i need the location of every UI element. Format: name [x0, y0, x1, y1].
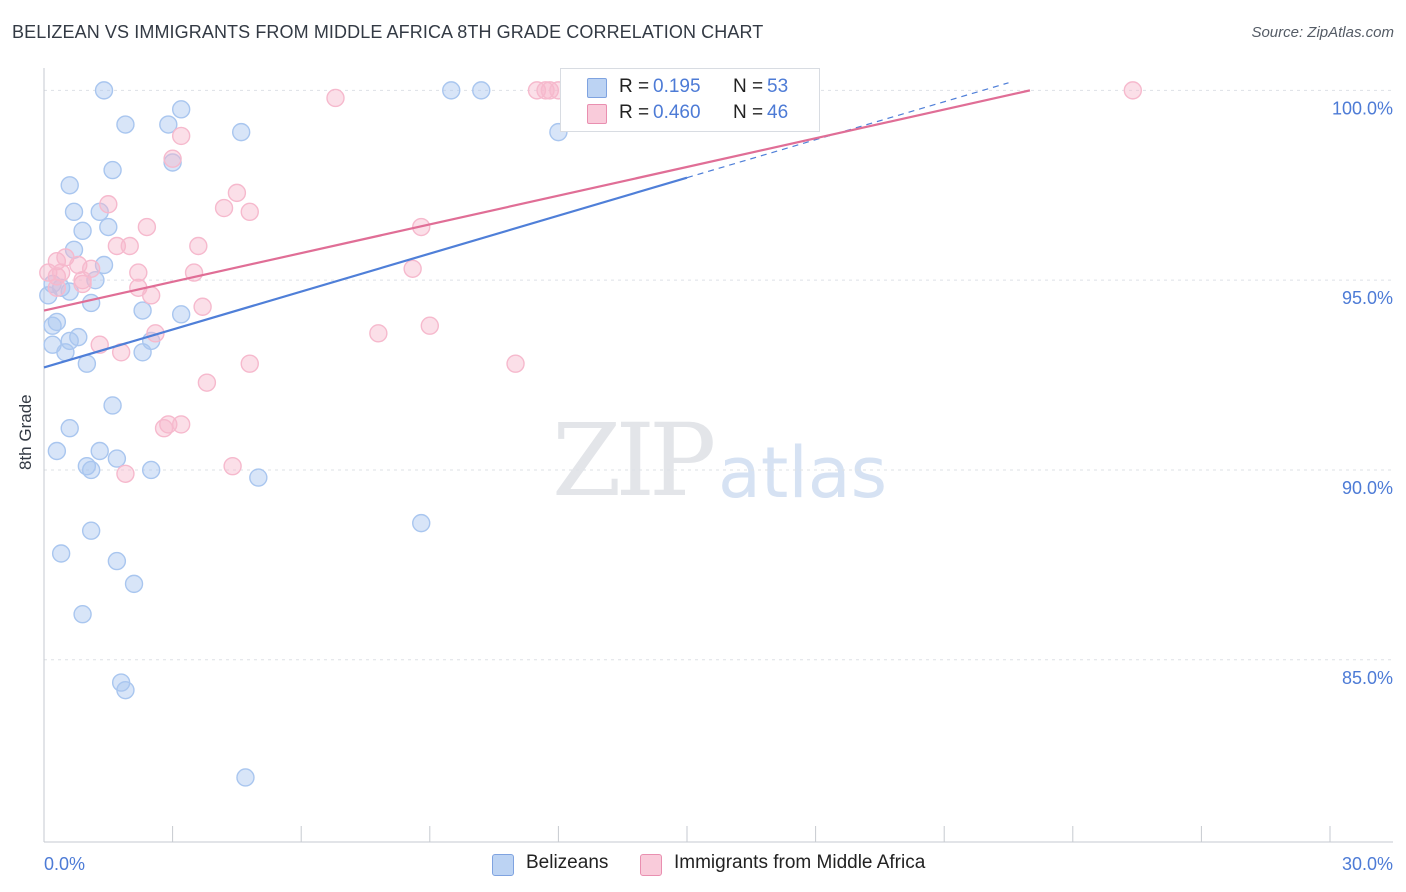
- stats-legend: R = 0.195 N = 53 R = 0.460 N = 46: [560, 68, 820, 132]
- source-credit: Source: ZipAtlas.com: [1251, 24, 1394, 41]
- immigrant-point: [163, 149, 182, 168]
- immigrant-point: [189, 236, 208, 256]
- y-tick-label: 95.0%: [1342, 288, 1393, 308]
- x-tick-label: 0.0%: [44, 854, 85, 874]
- watermark-atlas: atlas: [718, 432, 888, 514]
- belizean-point: [77, 354, 97, 373]
- legend-n-label: N =: [733, 76, 764, 97]
- belizean-point: [133, 301, 152, 320]
- belizean-point: [107, 449, 127, 468]
- immigrant-point: [154, 419, 174, 438]
- immigrant-point: [420, 316, 439, 335]
- immigrant-point: [227, 183, 247, 203]
- belizean-point: [116, 680, 135, 700]
- immigrant-point: [141, 286, 161, 305]
- belizean-point: [94, 81, 114, 100]
- immigrant-point: [129, 263, 148, 282]
- series-label: Immigrants from Middle Africa: [674, 852, 926, 873]
- immigrant-point: [47, 278, 67, 297]
- y-tick-label: 100.0%: [1332, 98, 1393, 118]
- belizean-point: [81, 521, 101, 540]
- immigrant-point: [197, 373, 217, 392]
- legend-r-label: R =: [619, 102, 650, 123]
- y-tick-label: 85.0%: [1342, 668, 1393, 688]
- belizean-point: [103, 396, 122, 415]
- belizean-point: [116, 115, 135, 134]
- legend-r-value: 0.460: [653, 102, 701, 123]
- belizean-point: [124, 574, 144, 594]
- immigrant-point: [1123, 81, 1143, 100]
- belizean-point: [236, 768, 255, 787]
- belizean-point: [64, 202, 84, 222]
- series-label: Belizeans: [526, 852, 609, 873]
- y-tick-label: 90.0%: [1342, 478, 1393, 498]
- immigrant-point: [146, 324, 165, 343]
- legend-r-label: R =: [619, 76, 650, 97]
- legend-swatch-blue: [587, 78, 607, 98]
- immigrant-point: [506, 354, 525, 373]
- belizean-point: [442, 81, 461, 100]
- belizean-point: [81, 460, 101, 480]
- belizean-point: [73, 221, 92, 241]
- belizean-point: [81, 293, 101, 313]
- immigrant-point: [107, 236, 127, 256]
- belizean-point: [99, 217, 118, 237]
- belizean-point: [107, 551, 127, 571]
- series-swatch-pink: [640, 854, 662, 876]
- immigrant-point: [536, 81, 555, 100]
- belizean-point: [60, 176, 79, 195]
- chart-title: BELIZEAN VS IMMIGRANTS FROM MIDDLE AFRIC…: [12, 22, 764, 42]
- legend-r-value: 0.195: [653, 76, 701, 97]
- belizean-point: [171, 305, 191, 324]
- immigrant-point: [403, 259, 422, 278]
- immigrant-point: [137, 217, 157, 237]
- belizean-point: [90, 441, 109, 461]
- belizean-point: [133, 343, 152, 362]
- immigrant-point: [240, 202, 259, 222]
- belizean-point: [47, 312, 67, 332]
- immigrant-point: [99, 195, 118, 214]
- y-axis-label: 8th Grade: [16, 394, 35, 470]
- immigrant-point: [73, 274, 92, 294]
- legend-row-immigrants: R = 0.460 N = 46: [561, 101, 819, 127]
- immigrant-trend-line: [43, 89, 1031, 312]
- series-swatch-blue: [492, 854, 514, 876]
- belizean-point: [60, 419, 79, 438]
- immigrant-point: [369, 324, 388, 343]
- belizean-point: [60, 331, 79, 351]
- legend-n-value: 53: [767, 76, 789, 97]
- belizean-point: [47, 441, 67, 461]
- belizean-point: [159, 115, 178, 134]
- immigrant-point: [240, 354, 259, 373]
- legend-swatch-pink: [587, 104, 607, 124]
- immigrant-point: [326, 88, 345, 108]
- belizean-point: [231, 122, 251, 142]
- immigrant-point: [51, 263, 71, 282]
- series-legend: Belizeans Immigrants from Middle Africa: [0, 852, 1406, 876]
- immigrant-point: [214, 198, 234, 218]
- belizean-point: [249, 468, 268, 487]
- belizean-point: [103, 160, 122, 180]
- belizean-point: [472, 81, 491, 100]
- immigrant-point: [223, 456, 242, 476]
- belizean-trend-line: [43, 176, 688, 369]
- belizean-point: [412, 513, 431, 533]
- watermark-zip: ZIP: [552, 402, 716, 519]
- belizean-point: [171, 100, 191, 119]
- belizean-point: [141, 460, 161, 480]
- legend-n-label: N =: [733, 102, 764, 123]
- immigrant-point: [193, 297, 212, 316]
- legend-row-belizeans: R = 0.195 N = 53: [561, 75, 819, 101]
- x-tick-label: 30.0%: [1342, 854, 1393, 874]
- immigrant-point: [120, 236, 139, 256]
- belizean-point: [73, 605, 92, 624]
- immigrant-point: [171, 415, 191, 434]
- legend-n-value: 46: [767, 102, 789, 123]
- belizean-point: [51, 544, 71, 563]
- immigrant-point: [171, 126, 191, 146]
- immigrant-point: [116, 464, 135, 483]
